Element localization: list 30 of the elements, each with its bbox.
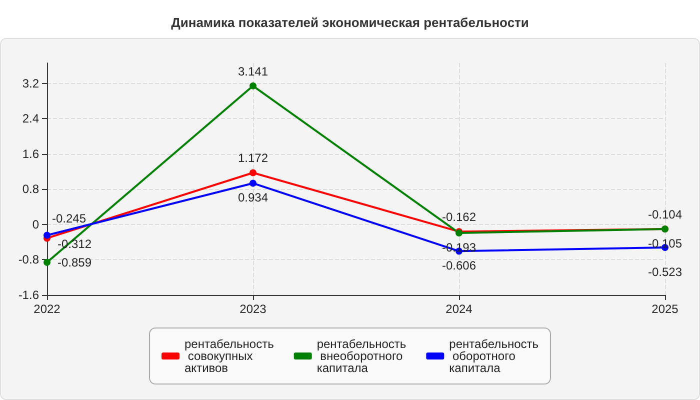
x-tick-label: 2025 <box>652 302 679 316</box>
data-label: 3.141 <box>238 64 268 78</box>
point <box>250 82 256 90</box>
y-tick-label: -0.8 <box>18 252 40 267</box>
data-label: -0.104 <box>648 208 682 222</box>
y-tick-label: 1.6 <box>22 146 40 161</box>
y-tick-label: 3.2 <box>22 76 40 90</box>
y-tick-label: 2.4 <box>22 112 40 126</box>
y-tick-label: 0.8 <box>22 182 40 196</box>
point <box>250 169 256 176</box>
x-tick-label: 2022 <box>34 302 61 316</box>
legend-label: рентабельность совокупных активов <box>184 337 274 375</box>
data-label: -0.245 <box>52 212 86 226</box>
chart-title: Динамика показателей экономическая рентабельности <box>171 15 529 30</box>
legend-label: рентабельность внеоборотного капитала <box>316 337 406 375</box>
point <box>44 258 50 266</box>
data-label: 1.172 <box>238 151 268 166</box>
legend-label: рентабельность оборотного капитала <box>449 337 538 375</box>
x-tick-label: 2023 <box>240 302 267 316</box>
y-tick-label: -1.6 <box>18 288 40 302</box>
data-label: -0.859 <box>58 255 92 270</box>
point <box>250 180 256 187</box>
data-label: 0.934 <box>238 190 268 205</box>
data-label: -0.606 <box>442 258 476 273</box>
y-tick-label: 0 <box>32 217 40 232</box>
data-label: -0.105 <box>648 236 682 251</box>
data-label: -0.523 <box>648 264 682 279</box>
data-label: -0.162 <box>442 210 476 224</box>
x-tick-label: 2024 <box>446 302 473 316</box>
point <box>44 232 50 239</box>
